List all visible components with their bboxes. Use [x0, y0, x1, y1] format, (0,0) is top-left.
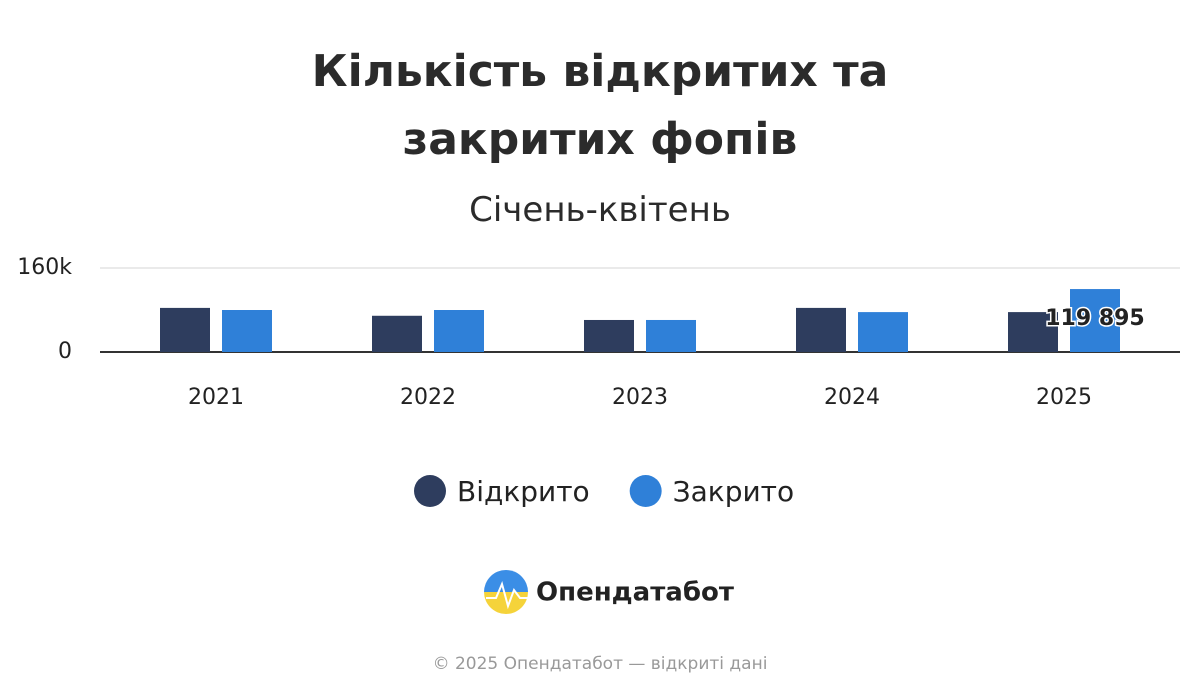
bar [584, 319, 634, 352]
logo-pulse [486, 580, 528, 610]
chart-title: Кількість відкритих та закритих фопів [311, 46, 889, 165]
bar [858, 312, 908, 352]
copyright: © 2025 Опендатабот — відкриті дані [433, 654, 768, 674]
logo-icon [484, 570, 528, 614]
y-tick-label: 0 [58, 339, 72, 364]
bar [222, 310, 272, 352]
x-tick-label: 2021 [188, 385, 244, 410]
legend-label: Відкрито [457, 475, 590, 508]
bar [372, 315, 422, 352]
chart-subtitle: Січень-квітень [469, 190, 731, 230]
bar [796, 307, 846, 352]
bar [1070, 289, 1120, 352]
bar [160, 307, 210, 352]
legend-swatch [414, 475, 446, 507]
x-tick-label: 2022 [400, 385, 456, 410]
brand: Опендатабот [536, 578, 734, 608]
bar [434, 310, 484, 352]
y-tick-label: 160k [17, 255, 72, 280]
legend-label: Закрито [673, 475, 794, 508]
x-tick-label: 2023 [612, 385, 668, 410]
bar [646, 319, 696, 352]
data-label: 119 895 [1045, 306, 1145, 331]
bar [1008, 312, 1058, 352]
x-tick-label: 2025 [1036, 385, 1092, 410]
legend-swatch [629, 475, 662, 507]
x-tick-label: 2024 [824, 385, 880, 410]
